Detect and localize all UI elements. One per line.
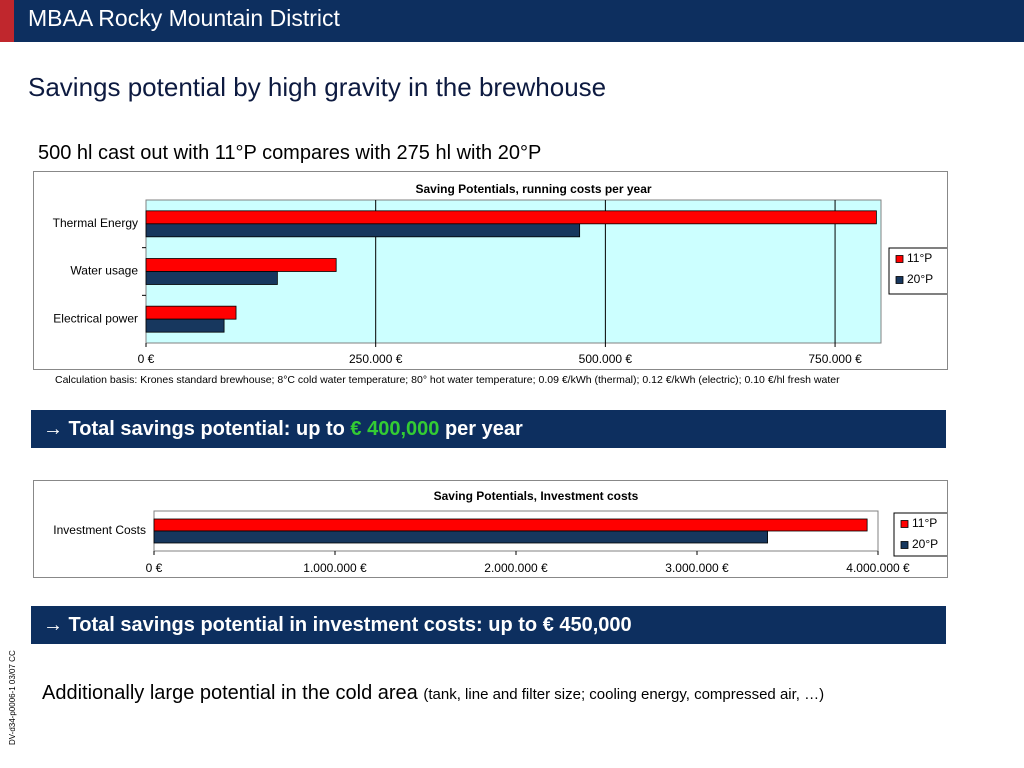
y-tick-label: Thermal Energy <box>53 216 138 230</box>
y-tick-label: Water usage <box>70 264 138 278</box>
header-bar <box>0 0 1024 42</box>
bar <box>145 223 581 238</box>
bar <box>145 305 237 320</box>
bar <box>145 271 278 285</box>
slide-title: Savings potential by high gravity in the… <box>28 72 607 102</box>
banner-highlight: € 400,000 <box>350 418 440 440</box>
y-tick-label: Investment Costs <box>53 523 146 537</box>
banner-suffix: per year <box>444 418 523 440</box>
bar <box>145 258 337 272</box>
legend-swatch <box>895 276 904 284</box>
header-accent <box>0 0 14 42</box>
legend-label: 11°P <box>912 516 937 530</box>
x-tick-label: 0 € <box>138 352 155 366</box>
legend-swatch <box>900 520 909 528</box>
x-tick-label: 2.000.000 € <box>484 561 548 575</box>
legend-label: 20°P <box>907 272 933 286</box>
y-tick-label: Electrical power <box>53 311 138 325</box>
x-tick-label: 3.000.000 € <box>665 561 729 575</box>
x-tick-label: 750.000 € <box>808 352 862 366</box>
x-tick-label: 4.000.000 € <box>846 561 910 575</box>
footer-detail: (tank, line and filter size; cooling ene… <box>423 686 825 703</box>
footer: Additionally large potential in the cold… <box>42 682 824 705</box>
bar <box>153 530 768 544</box>
chart: Saving Potentials, running costs per yea… <box>33 171 948 370</box>
banner: → Total savings potential in investment … <box>31 606 946 644</box>
x-tick-label: 1.000.000 € <box>303 561 367 575</box>
note: Calculation basis: Krones standard brewh… <box>55 374 840 386</box>
legend-label: 11°P <box>907 251 932 265</box>
header-title: MBAA Rocky Mountain District <box>28 5 340 31</box>
banner: → Total savings potential: up to € 400,0… <box>31 410 946 448</box>
legend-swatch <box>895 255 904 263</box>
legend-label: 20°P <box>912 537 938 551</box>
chart-title: Saving Potentials, running costs per yea… <box>415 182 651 196</box>
chart-title: Saving Potentials, Investment costs <box>434 489 639 503</box>
footer-text: Additionally large potential in the cold… <box>42 682 418 704</box>
subtitle: 500 hl cast out with 11°P compares with … <box>38 142 542 164</box>
chart: Saving Potentials, Investment costs 0 € 1.… <box>33 480 948 578</box>
x-tick-label: 500.000 € <box>579 352 633 366</box>
side-note: DV-d34-p0006-1 03/07 CC <box>8 650 17 745</box>
banner-text: → Total savings potential in investment … <box>43 614 632 636</box>
bar <box>145 210 877 225</box>
bar <box>153 518 868 532</box>
bar <box>145 318 225 333</box>
x-tick-label: 0 € <box>146 561 163 575</box>
legend-swatch <box>900 541 909 549</box>
x-tick-label: 250.000 € <box>349 352 403 366</box>
banner-text: → Total savings potential: up to <box>43 418 345 440</box>
